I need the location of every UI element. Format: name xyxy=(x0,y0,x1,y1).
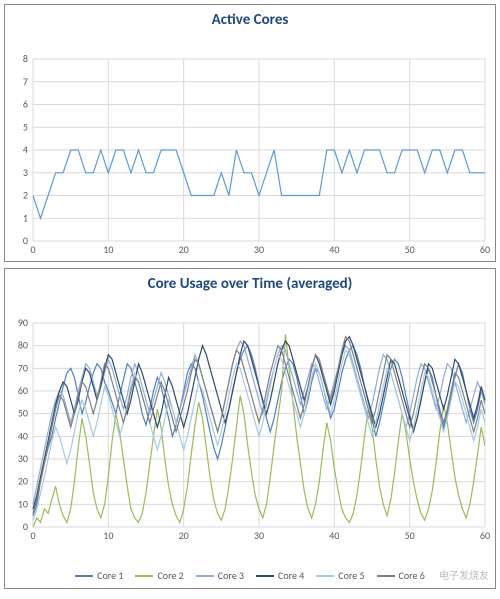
y-tick-label: 5 xyxy=(23,120,28,133)
chart-panel-core-usage: Core Usage over Time (averaged) 0 10 20 30 40… xyxy=(4,268,496,589)
legend: Core 1 Core 2 Core 3 Core 4 Core 5 Core 6 xyxy=(5,565,495,588)
x-tick-label: 50 xyxy=(405,243,415,256)
legend-item: Core 4 xyxy=(256,569,304,582)
x-tick-label: 60 xyxy=(480,529,490,542)
legend-swatch xyxy=(75,575,93,577)
legend-label: Core 6 xyxy=(399,569,425,582)
y-tick-label: 80 xyxy=(18,339,28,352)
y-tick-label: 0 xyxy=(23,234,28,247)
x-tick-label: 20 xyxy=(179,529,189,542)
y-tick-label: 6 xyxy=(23,98,28,111)
plot-area: 0 10 20 30 40 50 60 70 80 90 0 10 20 30 40 50 60 xyxy=(5,295,495,565)
legend-item: Core 6 xyxy=(377,569,425,582)
x-tick-label: 30 xyxy=(254,243,264,256)
chart-svg: 0 10 20 30 40 50 60 70 80 90 0 10 20 30 40 50 60 xyxy=(5,295,495,565)
y-tick-label: 0 xyxy=(23,520,28,533)
x-tick-label: 0 xyxy=(30,243,35,256)
legend-swatch xyxy=(196,575,214,577)
x-tick-label: 40 xyxy=(329,529,339,542)
y-tick-label: 70 xyxy=(18,361,28,374)
chart-svg: 0 1 2 3 4 5 6 7 8 0 10 20 30 40 50 60 xyxy=(5,31,495,261)
chart-title: Active Cores xyxy=(5,5,495,31)
legend-label: Core 1 xyxy=(97,569,123,582)
x-tick-label: 30 xyxy=(254,529,264,542)
legend-swatch xyxy=(256,575,274,577)
x-tick-label: 20 xyxy=(179,243,189,256)
y-tick-label: 8 xyxy=(23,52,28,65)
y-tick-label: 30 xyxy=(18,452,28,465)
y-tick-label: 4 xyxy=(23,143,28,156)
y-tick-label: 60 xyxy=(18,384,28,397)
legend-item: Core 3 xyxy=(196,569,244,582)
legend-item: Core 2 xyxy=(135,569,183,582)
y-tick-label: 10 xyxy=(18,497,28,510)
plot-area: 0 1 2 3 4 5 6 7 8 0 10 20 30 40 50 60 xyxy=(5,31,495,261)
x-tick-label: 40 xyxy=(329,243,339,256)
x-tick-label: 50 xyxy=(405,529,415,542)
y-tick-label: 50 xyxy=(18,407,28,420)
legend-label: Core 5 xyxy=(338,569,364,582)
x-tick-label: 10 xyxy=(103,529,113,542)
y-tick-label: 3 xyxy=(23,166,28,179)
chart-title: Core Usage over Time (averaged) xyxy=(5,269,495,295)
legend-swatch xyxy=(377,575,395,577)
legend-label: Core 3 xyxy=(218,569,244,582)
chart-panel-active-cores: Active Cores 0 1 2 3 4 5 6 7 8 0 10 20 30 40 50 60 xyxy=(4,4,496,262)
legend-swatch xyxy=(316,575,334,577)
legend-swatch xyxy=(135,575,153,577)
y-tick-label: 2 xyxy=(23,189,28,202)
y-tick-label: 40 xyxy=(18,429,28,442)
y-tick-label: 7 xyxy=(23,75,28,88)
y-tick-label: 1 xyxy=(23,211,28,224)
legend-item: Core 1 xyxy=(75,569,123,582)
legend-label: Core 4 xyxy=(278,569,304,582)
x-tick-label: 10 xyxy=(103,243,113,256)
x-tick-label: 60 xyxy=(480,243,490,256)
legend-label: Core 2 xyxy=(157,569,183,582)
x-tick-label: 0 xyxy=(30,529,35,542)
legend-item: Core 5 xyxy=(316,569,364,582)
y-tick-label: 20 xyxy=(18,475,28,488)
y-tick-label: 90 xyxy=(18,316,28,329)
